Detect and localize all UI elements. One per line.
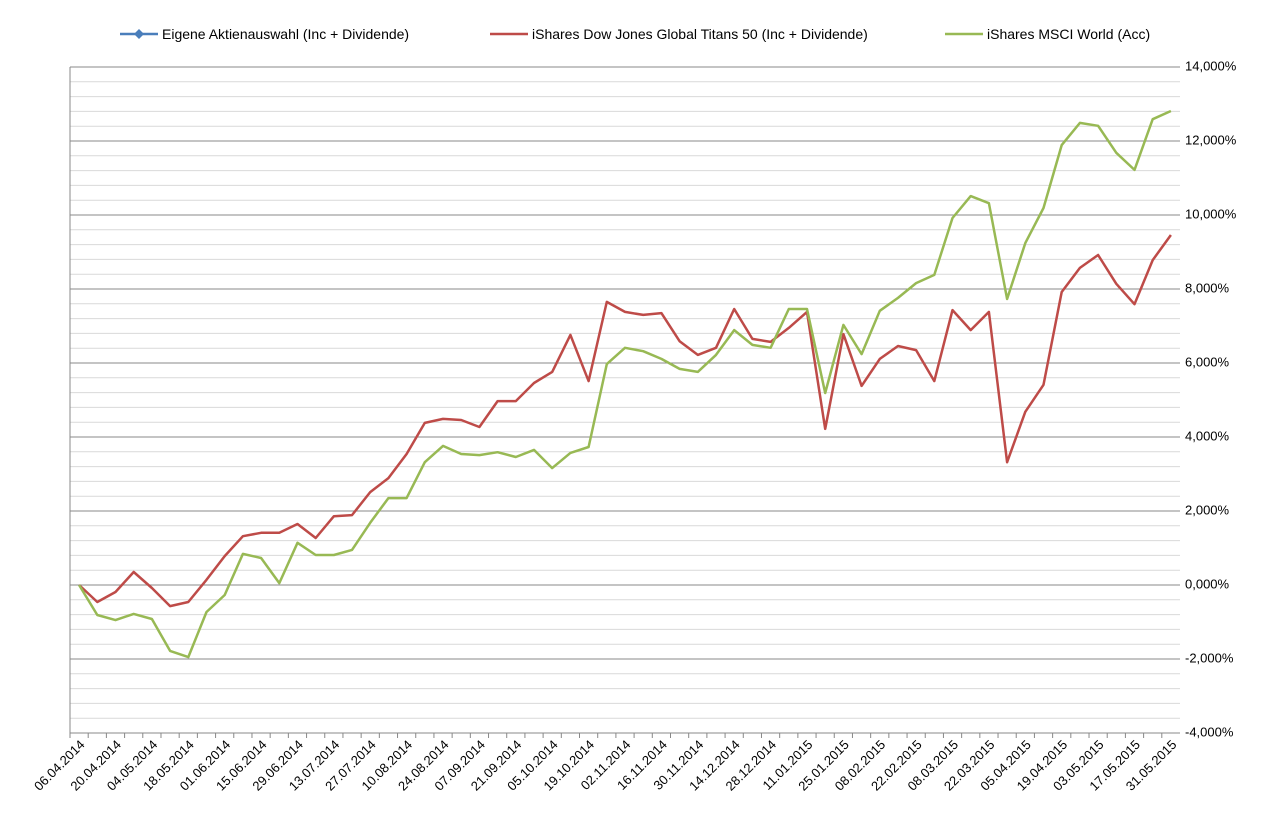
y-tick-label: 8,000% xyxy=(1185,280,1230,295)
y-tick-label: 10,000% xyxy=(1185,206,1237,221)
series-line xyxy=(78,109,1172,659)
legend-label: iShares MSCI World (Acc) xyxy=(987,26,1150,42)
y-tick-label: 14,000% xyxy=(1185,58,1237,73)
y-tick-label: 0,000% xyxy=(1185,576,1230,591)
series-line xyxy=(78,234,1172,608)
y-tick-label: 2,000% xyxy=(1185,502,1230,517)
legend-label: iShares Dow Jones Global Titans 50 (Inc … xyxy=(532,26,868,42)
y-tick-label: 4,000% xyxy=(1185,428,1230,443)
legend: Eigene Aktienauswahl (Inc + Dividende) iS… xyxy=(120,26,1150,42)
legend-marker xyxy=(134,29,144,39)
legend-label: Eigene Aktienauswahl (Inc + Dividende) xyxy=(162,26,409,42)
y-tick-label: 6,000% xyxy=(1185,354,1230,369)
y-tick-label: -2,000% xyxy=(1185,650,1234,665)
y-tick-label: 12,000% xyxy=(1185,132,1237,147)
y-tick-label: -4,000% xyxy=(1185,724,1234,739)
